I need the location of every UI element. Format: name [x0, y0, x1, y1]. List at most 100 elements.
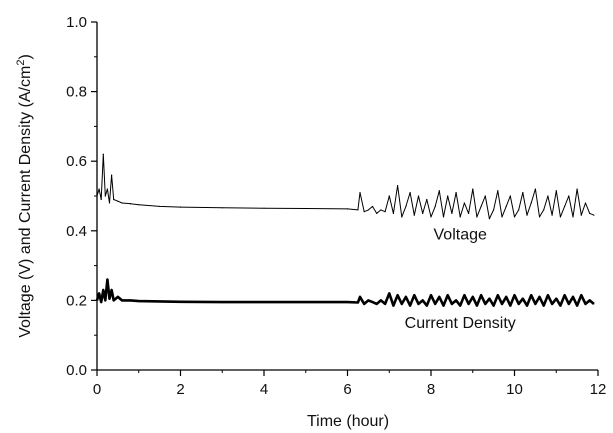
- data-point: [113, 299, 115, 301]
- data-point: [584, 202, 587, 204]
- data-point: [551, 303, 553, 305]
- data-point: [357, 301, 359, 304]
- data-point: [221, 207, 223, 209]
- y-axis-title-main: Voltage (V) and Current Density (A/cm: [17, 66, 34, 338]
- data-point: [430, 294, 432, 296]
- data-point: [513, 294, 516, 296]
- x-tick-label: 10: [506, 381, 523, 398]
- annotation-voltage: Voltage: [434, 227, 487, 244]
- data-point: [108, 202, 111, 204]
- data-point: [113, 198, 115, 201]
- annotation-layer: Voltage Current Density: [405, 227, 516, 333]
- data-point: [543, 305, 545, 307]
- data-point: [117, 296, 119, 298]
- data-point: [413, 214, 415, 216]
- data-point: [476, 305, 478, 307]
- data-point: [422, 212, 424, 214]
- y-tick-label: 0.2: [66, 292, 87, 309]
- data-point: [568, 303, 570, 305]
- data-point: [526, 305, 528, 307]
- data-point: [405, 296, 407, 298]
- data-point: [451, 303, 453, 305]
- data-point: [555, 190, 557, 192]
- data-point: [434, 205, 436, 208]
- data-point: [438, 296, 440, 298]
- data-point: [384, 211, 386, 213]
- data-point: [263, 301, 265, 303]
- data-point: [472, 188, 474, 190]
- data-point: [538, 296, 541, 298]
- data-point: [401, 303, 403, 305]
- x-tick-label: 0: [93, 381, 101, 398]
- y-axis-title-superscript: 2: [15, 60, 27, 66]
- data-point: [509, 305, 511, 307]
- data-point: [405, 205, 407, 208]
- data-point: [518, 209, 520, 211]
- y-axis-title-close: ): [17, 54, 34, 59]
- data-point: [572, 296, 574, 298]
- data-point: [357, 209, 359, 211]
- data-point: [363, 303, 365, 305]
- data-point: [538, 216, 541, 218]
- x-tick-label: 4: [260, 381, 268, 398]
- data-point: [426, 198, 428, 201]
- data-point: [96, 299, 98, 301]
- data-point: [451, 212, 453, 214]
- data-point: [522, 298, 524, 300]
- x-tick-label: 8: [427, 381, 435, 398]
- data-point: [106, 188, 109, 190]
- data-point: [455, 191, 457, 194]
- data-point: [584, 303, 587, 305]
- data-point: [589, 299, 591, 301]
- data-point: [367, 209, 369, 211]
- data-point: [417, 303, 420, 305]
- data-point: [593, 303, 595, 305]
- data-point: [497, 190, 499, 192]
- data-point: [417, 195, 420, 197]
- data-point: [100, 198, 102, 201]
- data-point: [380, 299, 382, 301]
- data-point: [111, 174, 113, 176]
- data-point: [346, 301, 349, 303]
- data-point: [501, 216, 503, 218]
- data-point: [442, 305, 445, 307]
- data-point: [121, 299, 123, 301]
- data-point: [534, 303, 536, 305]
- data-point: [100, 301, 102, 303]
- data-point: [263, 207, 265, 209]
- data-point: [488, 298, 491, 300]
- data-point: [564, 205, 566, 208]
- data-point: [426, 305, 428, 307]
- data-point: [363, 211, 365, 213]
- data-point: [463, 202, 465, 204]
- data-point: [102, 289, 104, 291]
- data-point: [555, 298, 557, 300]
- data-point: [129, 203, 131, 205]
- data-point: [401, 216, 403, 218]
- data-point: [493, 305, 495, 307]
- data-point: [493, 209, 495, 211]
- data-point: [526, 214, 528, 216]
- data-point: [179, 206, 182, 208]
- data-point: [409, 191, 411, 194]
- data-point: [380, 209, 382, 211]
- data-point: [576, 188, 578, 190]
- data-point: [413, 294, 415, 296]
- data-point: [98, 292, 100, 295]
- data-point: [371, 301, 374, 303]
- data-point: [459, 216, 461, 218]
- x-tick-label: 2: [176, 381, 184, 398]
- data-point: [488, 218, 491, 220]
- data-point: [568, 195, 570, 197]
- data-point: [104, 195, 106, 197]
- data-point: [108, 298, 111, 300]
- data-point: [559, 305, 562, 307]
- data-point: [159, 205, 161, 208]
- data-point: [442, 216, 445, 218]
- series-line-current-density: [95, 278, 595, 307]
- data-point: [463, 294, 465, 296]
- y-tick-label: 0.8: [66, 84, 87, 101]
- data-point: [467, 212, 470, 214]
- data-point: [392, 305, 395, 307]
- data-point: [359, 191, 361, 194]
